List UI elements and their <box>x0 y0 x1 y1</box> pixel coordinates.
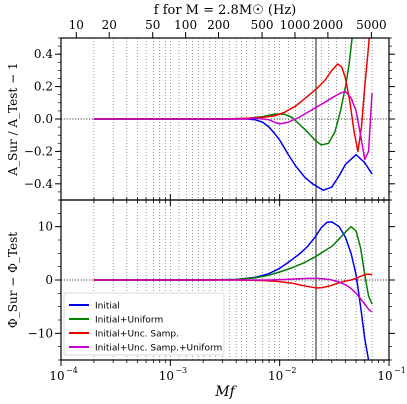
top-tick-label: 2000 <box>313 18 344 32</box>
y-tick-label: −10 <box>28 326 53 340</box>
top-tick-label: 100 <box>174 18 197 32</box>
x-tick-exponent: −4 <box>66 366 78 375</box>
x-tick-exponent: −3 <box>175 366 187 375</box>
top-axis-label: f for M = 2.8M☉ (Hz) <box>154 3 297 18</box>
series-line <box>93 225 373 305</box>
x-tick-label: 10 <box>49 369 64 383</box>
series-line <box>93 277 373 313</box>
x-tick-exponent: −2 <box>285 366 297 375</box>
x-tick-label: 10 <box>268 369 283 383</box>
top-tick-label: 200 <box>207 18 230 32</box>
y-tick-label: 0.4 <box>34 47 53 61</box>
top-tick-label: 1000 <box>280 18 311 32</box>
x-tick-exponent: −1 <box>394 366 406 375</box>
legend-label: Initial <box>95 302 120 312</box>
top-panel-ylabel: A_Sur / A_Test − 1 <box>6 62 20 176</box>
top-tick-label: 10 <box>69 18 84 32</box>
series-line <box>93 38 371 153</box>
legend-label: Initial+Uniform <box>95 316 163 326</box>
x-tick-label: 10 <box>377 369 392 383</box>
series-line <box>93 273 373 289</box>
y-tick-label: 0 <box>45 273 53 287</box>
legend-label: Initial+Unc. Samp. <box>95 330 179 340</box>
bottom-panel-ylabel: Φ_Sur − Φ_Test <box>6 232 20 328</box>
bottom-panel-series <box>93 221 373 360</box>
y-tick-label: −0.4 <box>24 177 54 191</box>
top-tick-label: 500 <box>251 18 274 32</box>
y-tick-label: 10 <box>38 220 53 234</box>
top-tick-label: 20 <box>102 18 117 32</box>
x-axis-label: Mf <box>214 384 237 400</box>
y-tick-label: 0.2 <box>34 80 53 94</box>
y-tick-label: −0.2 <box>24 144 53 158</box>
legend-box <box>63 292 225 356</box>
series-line <box>93 118 373 192</box>
legend-label: Initial+Unc. Samp.+Uniform <box>95 344 222 354</box>
axes-ticks: 10 −4 10 −3 10 −2 10 −110 20 50 100 200 500 1000 2000 5… <box>24 18 406 383</box>
top-tick-label: 5000 <box>356 18 387 32</box>
top-tick-label: 50 <box>145 18 160 32</box>
y-tick-label: 0.0 <box>34 112 53 126</box>
top-panel-series <box>93 38 373 192</box>
series-line <box>93 90 373 161</box>
legend: Initial Initial+Uniform Initial+Unc. Samp.… <box>63 292 225 356</box>
x-tick-label: 10 <box>159 369 174 383</box>
